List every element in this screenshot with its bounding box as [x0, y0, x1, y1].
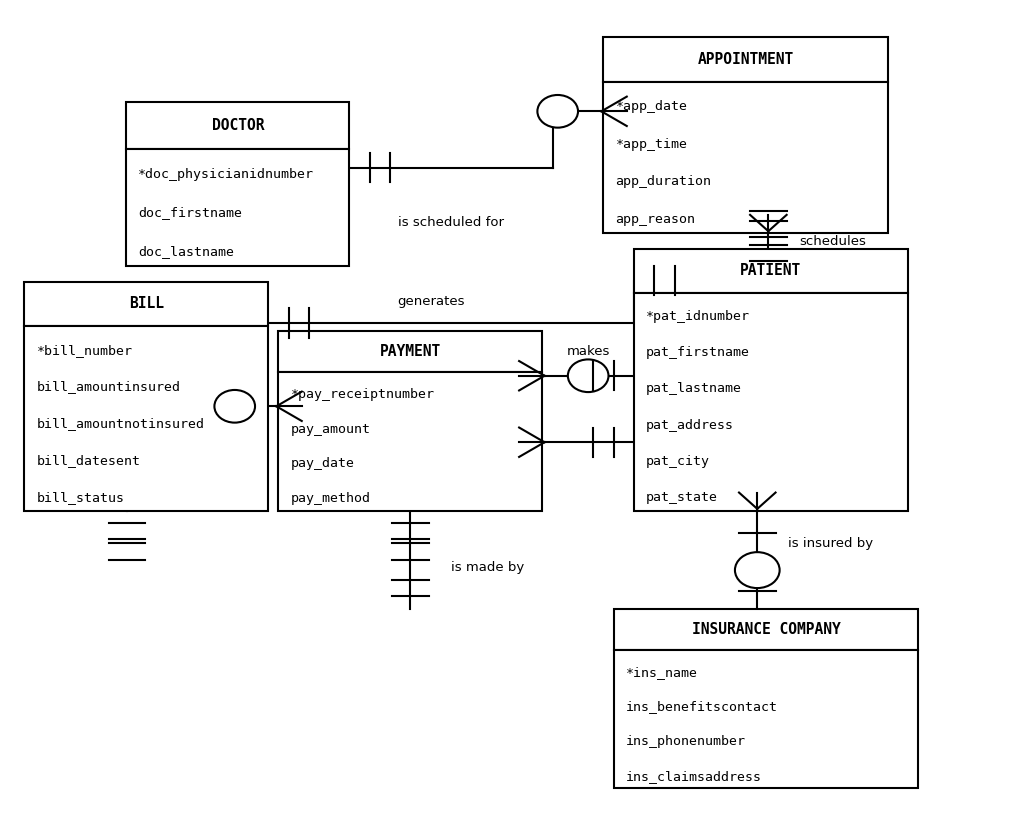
- Text: pay_amount: pay_amount: [291, 422, 371, 436]
- Text: makes: makes: [566, 345, 610, 358]
- Text: pat_city: pat_city: [646, 455, 710, 468]
- Text: *pay_receiptnumber: *pay_receiptnumber: [291, 389, 434, 401]
- Bar: [126, 102, 349, 148]
- Text: bill_amountnotinsured: bill_amountnotinsured: [37, 417, 205, 431]
- Circle shape: [214, 390, 255, 422]
- Text: pat_firstname: pat_firstname: [646, 346, 750, 359]
- Text: ins_benefitscontact: ins_benefitscontact: [626, 700, 778, 714]
- Bar: [603, 37, 888, 82]
- Text: bill_status: bill_status: [37, 491, 125, 504]
- Text: doc_firstname: doc_firstname: [138, 206, 243, 219]
- Text: is insured by: is insured by: [787, 537, 872, 549]
- Text: *app_date: *app_date: [615, 100, 687, 113]
- Bar: [613, 650, 919, 788]
- Text: app_duration: app_duration: [615, 176, 712, 188]
- Text: PAYMENT: PAYMENT: [380, 344, 441, 359]
- Bar: [634, 293, 908, 511]
- Text: ins_phonenumber: ins_phonenumber: [626, 735, 745, 748]
- Text: *pat_idnumber: *pat_idnumber: [646, 310, 750, 323]
- Text: pays: pays: [85, 460, 117, 473]
- Text: *app_time: *app_time: [615, 138, 687, 151]
- Circle shape: [568, 360, 608, 392]
- Text: schedules: schedules: [799, 234, 865, 248]
- Text: pat_lastname: pat_lastname: [646, 383, 742, 395]
- Bar: [603, 82, 888, 233]
- Text: generates: generates: [397, 295, 465, 309]
- Circle shape: [735, 552, 779, 588]
- Circle shape: [538, 95, 578, 128]
- Text: DOCTOR: DOCTOR: [212, 118, 264, 133]
- Text: *doc_physicianidnumber: *doc_physicianidnumber: [138, 167, 314, 181]
- Bar: [279, 372, 543, 511]
- Text: ins_claimsaddress: ins_claimsaddress: [626, 770, 762, 783]
- Bar: [25, 282, 268, 326]
- Bar: [613, 609, 919, 650]
- Text: PATIENT: PATIENT: [740, 263, 802, 279]
- Bar: [279, 331, 543, 372]
- Text: INSURANCE COMPANY: INSURANCE COMPANY: [691, 622, 841, 637]
- Text: pay_date: pay_date: [291, 457, 354, 470]
- Text: APPOINTMENT: APPOINTMENT: [697, 52, 794, 67]
- Text: *bill_number: *bill_number: [37, 343, 133, 356]
- Bar: [634, 249, 908, 293]
- Bar: [126, 148, 349, 266]
- Text: is scheduled for: is scheduled for: [398, 216, 504, 229]
- Text: pay_method: pay_method: [291, 492, 371, 505]
- Text: bill_datesent: bill_datesent: [37, 455, 140, 467]
- Text: pat_address: pat_address: [646, 419, 734, 431]
- Text: doc_lastname: doc_lastname: [138, 245, 234, 258]
- Text: app_reason: app_reason: [615, 213, 695, 226]
- Text: *ins_name: *ins_name: [626, 666, 697, 679]
- Text: BILL: BILL: [129, 296, 164, 312]
- Text: bill_amountinsured: bill_amountinsured: [37, 380, 180, 394]
- Text: is made by: is made by: [451, 561, 524, 574]
- Bar: [25, 326, 268, 511]
- Text: pat_state: pat_state: [646, 492, 718, 504]
